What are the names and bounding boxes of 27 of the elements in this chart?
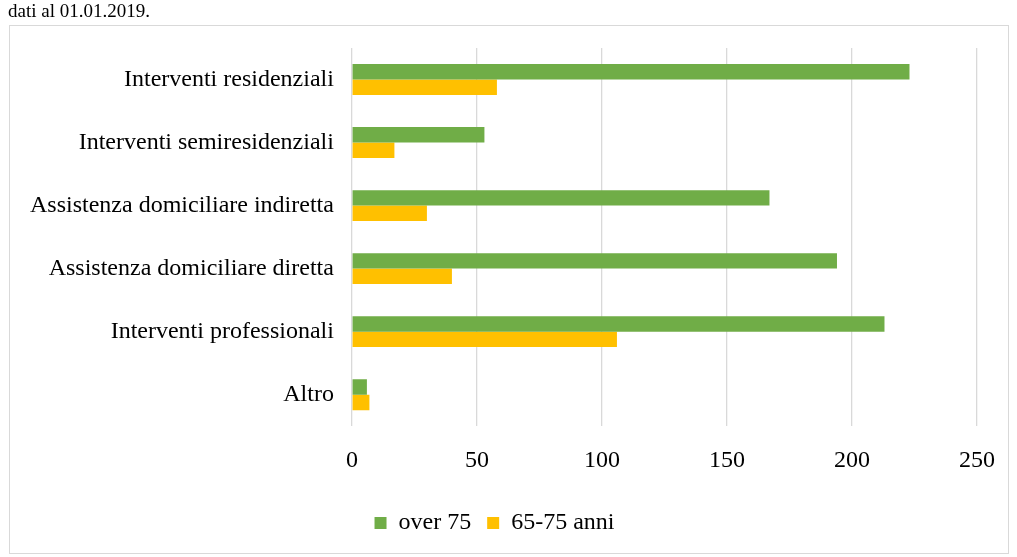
bar — [352, 394, 370, 411]
bar — [352, 379, 367, 395]
x-tick-label: 250 — [959, 445, 995, 472]
bar — [352, 79, 497, 95]
y-tick-label: Assistenza domiciliare diretta — [48, 253, 335, 280]
bar — [352, 190, 770, 206]
x-tick-label: 50 — [464, 445, 489, 472]
y-tick-label: Assistenza domiciliare indiretta — [30, 190, 335, 217]
x-tick-label: 100 — [583, 445, 620, 472]
bar — [352, 127, 485, 143]
x-tick-label: 150 — [708, 445, 745, 472]
bar — [352, 331, 617, 348]
y-tick-label: Interventi semiresidenziali — [78, 127, 335, 154]
text: dati al 01.01.2019. — [8, 0, 150, 22]
bar — [352, 142, 395, 158]
legend-label: over 75 — [398, 508, 472, 535]
bar — [352, 253, 837, 269]
x-tick-label: 0 — [345, 445, 358, 472]
y-tick-label: Altro — [283, 379, 334, 406]
bar — [352, 268, 452, 285]
y-tick-label: Interventi residenziali — [124, 64, 335, 91]
y-tick-label: Interventi professionali — [110, 316, 335, 343]
legend-label: 65-75 anni — [511, 508, 615, 535]
bar — [352, 316, 885, 332]
bar — [352, 64, 910, 80]
x-tick-label: 200 — [833, 445, 870, 472]
bar — [352, 205, 427, 222]
